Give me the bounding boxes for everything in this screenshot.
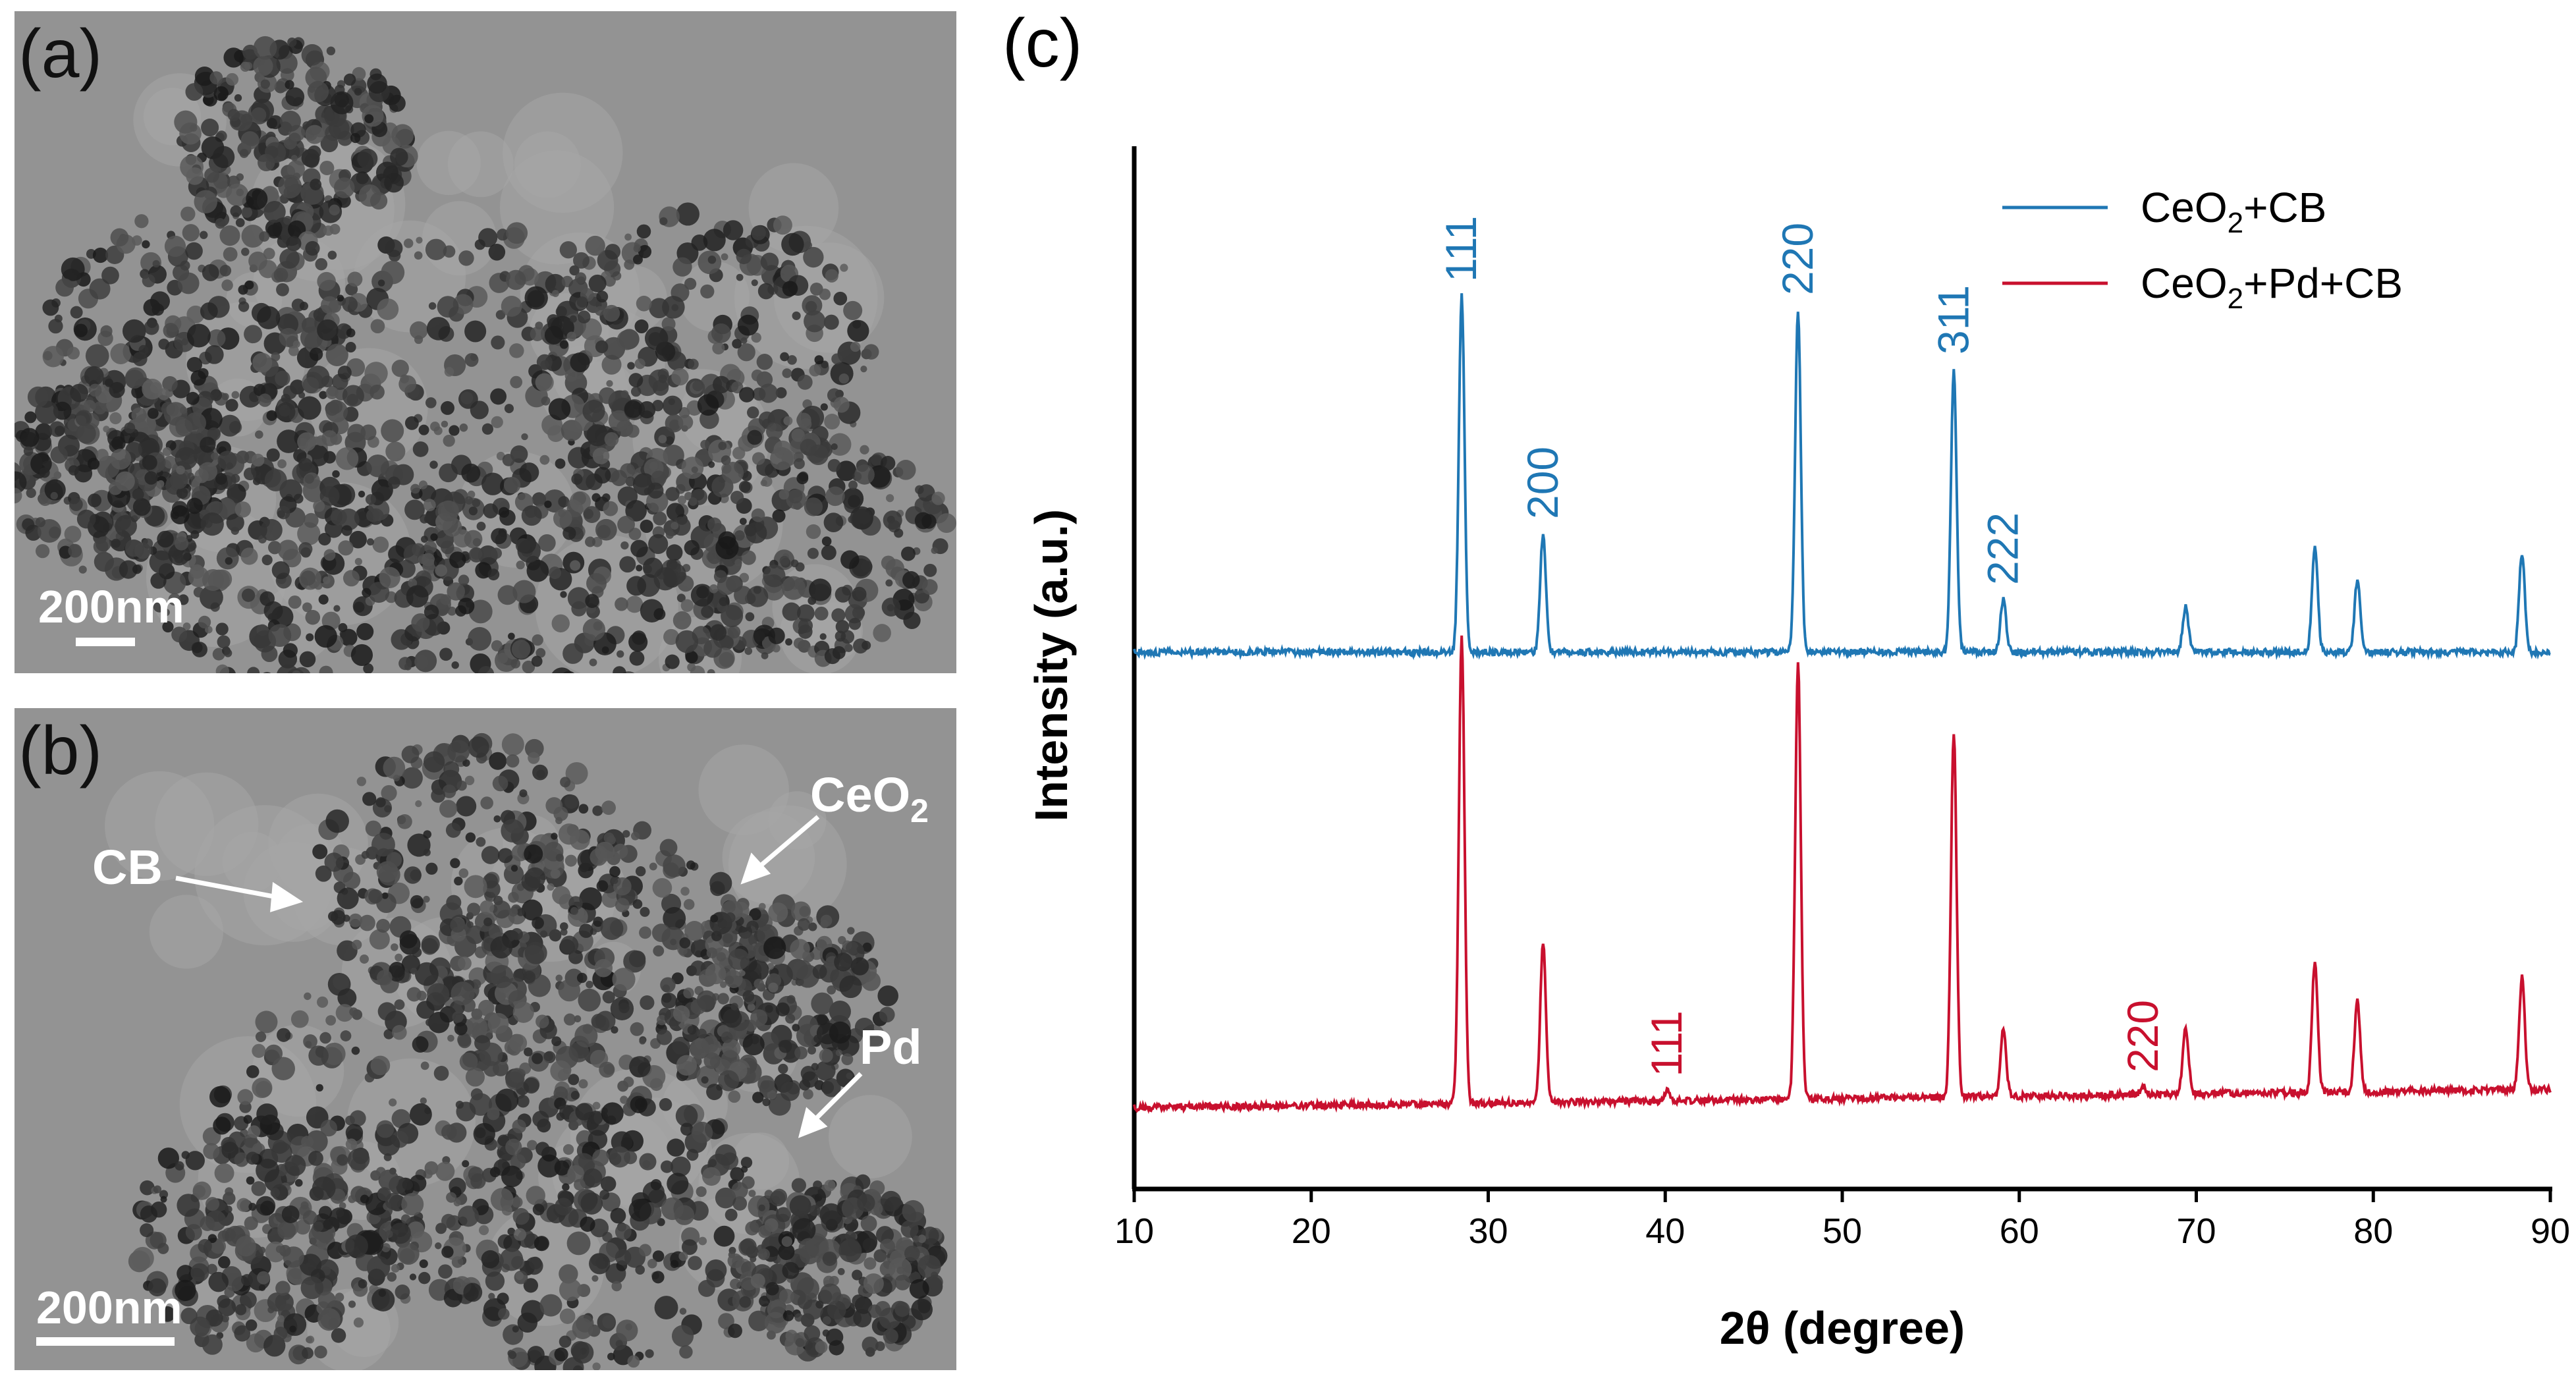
peak-label: 200	[1518, 447, 1567, 519]
tem-image-b	[14, 708, 956, 1370]
scale-bar-a	[76, 638, 135, 646]
cb-annotation: CB	[92, 840, 163, 895]
pd-arrowhead	[798, 1107, 828, 1138]
legend-entry: CeO2+CB	[2141, 184, 2326, 239]
panel-label-a: (a)	[18, 16, 103, 92]
x-tick-label: 80	[2353, 1211, 2393, 1251]
peak-label: 220	[1773, 223, 1822, 295]
cb-arrow	[175, 875, 288, 902]
scale-bar-label-a: 200nm	[38, 581, 184, 632]
ceo2-annotation-sub: 2	[910, 792, 929, 829]
scale-bar-b	[36, 1337, 175, 1346]
tem-image-b-texture	[14, 708, 956, 1370]
panel-label-c: (c)	[1002, 5, 1083, 82]
x-tick-label: 50	[1822, 1211, 1862, 1251]
peak-label: 220	[2118, 1000, 2167, 1072]
peak-label: 111	[1642, 1010, 1691, 1076]
x-tick-label: 30	[1468, 1211, 1508, 1251]
ceo2-arrow	[750, 815, 820, 875]
ceo2-annotation: CeO2	[810, 771, 929, 827]
tem-image-a	[14, 11, 956, 673]
ceo2-annotation-base: CeO	[810, 767, 911, 822]
x-tick-label: 70	[2176, 1211, 2216, 1251]
series-line-ceo2-cb	[1133, 293, 2551, 661]
peak-label: 222	[1979, 512, 2027, 585]
panel-label-b: (b)	[18, 713, 103, 789]
x-tick-label: 20	[1292, 1211, 1331, 1251]
peak-label: 311	[1929, 285, 1977, 354]
x-axis-label: 2θ (degree)	[1720, 1302, 1965, 1354]
x-tick-label: 40	[1645, 1211, 1685, 1251]
legend-entry: CeO2+Pd+CB	[2141, 260, 2403, 315]
cb-arrowhead	[270, 881, 304, 912]
y-axis-label: Intensity (a.u.)	[1026, 509, 1077, 821]
ceo2-arrowhead	[740, 852, 771, 885]
x-tick-label: 60	[2000, 1211, 2039, 1251]
scale-bar-label-b: 200nm	[36, 1282, 182, 1333]
pd-annotation: Pd	[860, 1020, 922, 1074]
tem-image-a-texture	[14, 11, 956, 673]
peak-label: 111	[1437, 216, 1485, 282]
series-line-ceo2-pd-cb	[1133, 635, 2552, 1115]
x-tick-label: 90	[2531, 1211, 2570, 1251]
x-tick-label: 10	[1114, 1211, 1154, 1251]
